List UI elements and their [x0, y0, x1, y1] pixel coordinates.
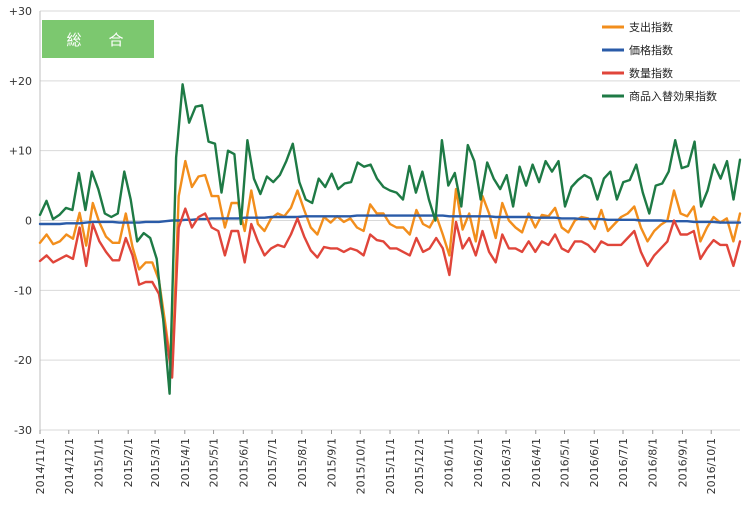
x-tick-label: 2016/10/1: [705, 438, 718, 494]
x-tick-label: 2015/12/1: [413, 438, 426, 494]
x-axis-ticks: 2014/11/1 2014/12/1 2015/1/1 2015/2/1 2015/3…: [34, 430, 718, 494]
x-tick-label: 2016/3/1: [500, 438, 513, 487]
x-tick-label: 2015/2/1: [122, 438, 135, 487]
x-tick-label: 2015/11/1: [384, 438, 397, 494]
x-tick-label: 2015/5/1: [208, 438, 221, 487]
y-tick-label: +20: [9, 75, 32, 88]
x-tick-label: 2014/11/1: [34, 438, 47, 494]
legend-label-1: 価格指数: [629, 43, 673, 57]
x-tick-label: 2016/4/1: [530, 438, 543, 487]
chart-title: 総 合: [66, 31, 129, 49]
y-tick-label: 0: [25, 215, 32, 228]
x-tick-label: 2016/8/1: [647, 438, 660, 487]
x-tick-label: 2016/2/1: [472, 438, 485, 487]
x-tick-label: 2016/5/1: [559, 438, 572, 487]
y-axis-ticks: +30 +20 +10 0 -10 -20 -30: [9, 5, 32, 437]
x-tick-label: 2015/7/1: [266, 438, 279, 487]
x-tick-label: 2015/3/1: [149, 438, 162, 487]
series-line-3: [38, 83, 742, 395]
legend-label-0: 支出指数: [629, 20, 673, 34]
legend-label-2: 数量指数: [629, 66, 673, 80]
x-tick-label: 2015/6/1: [237, 438, 250, 487]
series-line-0: [38, 159, 742, 376]
x-tick-label: 2014/12/1: [63, 438, 76, 494]
y-tick-label: -20: [14, 354, 32, 367]
x-tick-label: 2015/1/1: [92, 438, 105, 487]
x-tick-label: 2016/9/1: [676, 438, 689, 487]
legend-label-3: 商品入替効果指数: [629, 89, 717, 103]
y-tick-label: -10: [14, 284, 32, 297]
series-line-1: [38, 214, 742, 226]
x-tick-label: 2015/4/1: [179, 438, 192, 487]
x-tick-label: 2015/9/1: [326, 438, 339, 487]
series-line-2: [38, 207, 742, 379]
y-tick-label: +10: [9, 145, 32, 158]
x-tick-label: 2015/10/1: [354, 438, 367, 494]
y-tick-label: -30: [14, 424, 32, 437]
x-tick-label: 2016/6/1: [588, 438, 601, 487]
x-tick-label: 2015/8/1: [296, 438, 309, 487]
y-tick-label: +30: [9, 5, 32, 18]
x-tick-label: 2016/7/1: [617, 438, 630, 487]
title-badge: 総 合: [42, 20, 154, 58]
title-badge-background: [42, 20, 154, 58]
series-lines: [38, 83, 742, 395]
x-tick-label: 2016/1/1: [442, 438, 455, 487]
